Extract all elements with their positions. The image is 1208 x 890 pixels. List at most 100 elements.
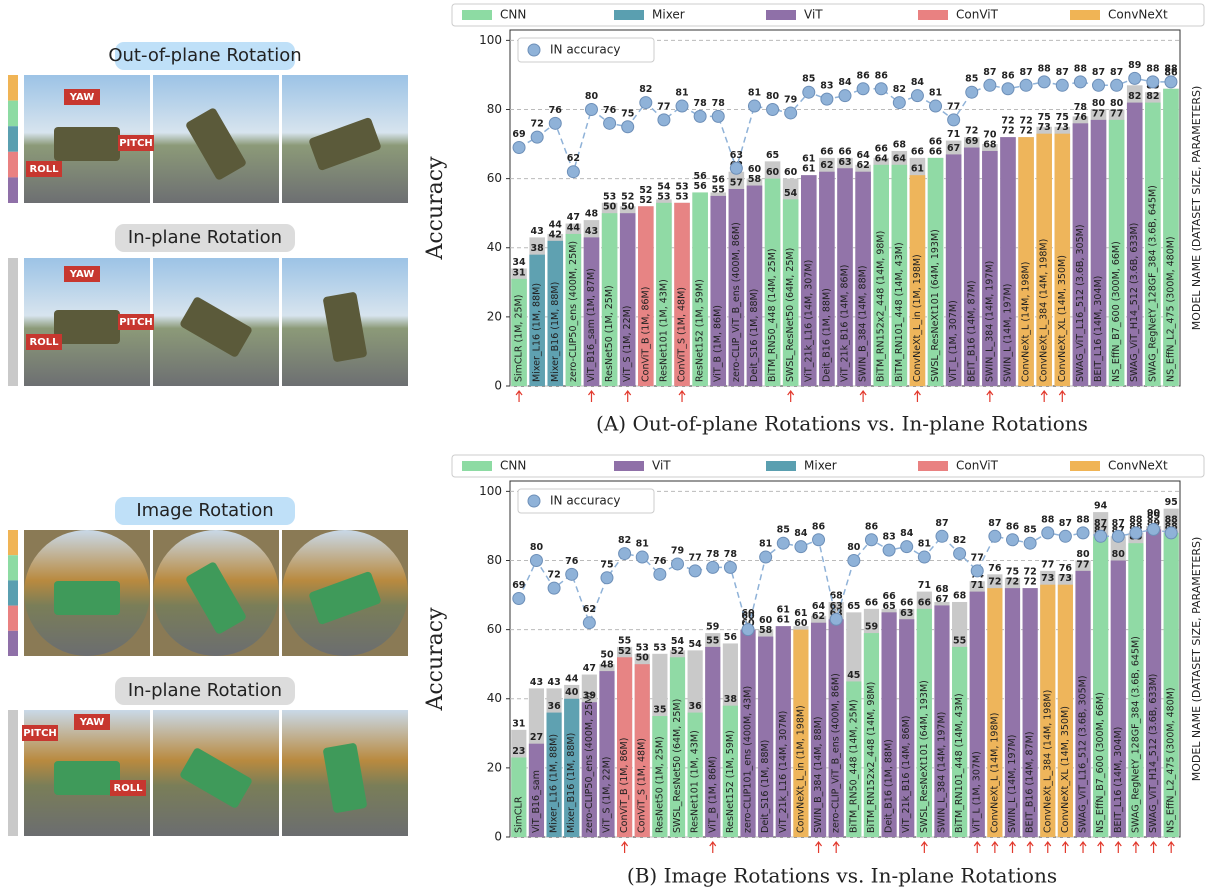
highlight-arrow — [1151, 842, 1157, 853]
value-label: 38 — [531, 243, 545, 254]
value-label: 52 — [618, 646, 631, 657]
in-accuracy-label: 85 — [1024, 525, 1037, 536]
value-label: 31 — [512, 267, 525, 278]
back-value-label: 48 — [585, 209, 599, 220]
axis-tag: PITCH — [23, 728, 57, 739]
in-accuracy-label: 85 — [777, 525, 790, 536]
in-accuracy-point — [911, 90, 923, 102]
x-tick-label: ViT_B (1M, 86M) — [713, 305, 724, 382]
highlight-arrow — [788, 391, 794, 402]
x-tick-label: ResNet101 (1M, 43M) — [658, 279, 669, 382]
legend-swatch — [462, 461, 492, 471]
y-tick-label: 20 — [487, 309, 502, 323]
in-accuracy-label: 81 — [929, 88, 942, 99]
in-accuracy-point — [966, 86, 978, 98]
in-accuracy-label: 88 — [1038, 63, 1052, 74]
x-tick-label: BEIT_B16 (14M, 87M) — [966, 280, 977, 382]
x-tick-label: ViT_21k_B16 (14M, 86M) — [901, 716, 912, 833]
legend-label: ViT — [804, 8, 823, 22]
back-value-label: 76 — [988, 563, 1002, 574]
panel-title: Image Rotation — [136, 500, 273, 521]
back-value-label: 65 — [766, 150, 779, 161]
value-label: 77 — [1076, 559, 1089, 570]
legend-label: CNN — [500, 8, 526, 22]
figure: Out-of-plane RotationYAWPITCHROLLIn-plan… — [0, 0, 1208, 890]
value-label: 61 — [911, 164, 924, 175]
strip-segment — [8, 555, 18, 580]
in-accuracy-point — [548, 582, 560, 594]
back-value-label: 68 — [953, 590, 967, 601]
x-tick-label: ConvNeXt_L_in (1M, 198M) — [912, 254, 923, 382]
axis-tag: YAW — [79, 717, 105, 728]
in-accuracy-point — [777, 537, 789, 549]
in-accuracy-point — [821, 93, 833, 105]
highlight-arrow — [914, 391, 920, 402]
value-label: 27 — [530, 732, 543, 743]
legend-swatch — [1070, 10, 1100, 20]
value-label: 73 — [1041, 573, 1054, 584]
in-accuracy-label: 69 — [512, 129, 525, 140]
in-accuracy-point — [795, 541, 807, 553]
value-label: 72 — [1019, 126, 1032, 137]
in-accuracy-label: 81 — [675, 88, 688, 99]
x-tick-label: ConViT_S (1M, 48M) — [637, 738, 648, 833]
in-accuracy-label: 88 — [1074, 63, 1088, 74]
back-value-label: 72 — [965, 126, 978, 137]
back-value-label: 54 — [689, 639, 703, 650]
y-tick-label: 80 — [487, 553, 502, 567]
x-tick-label: BEIT_L16 (14M, 304M) — [1093, 276, 1104, 382]
in-accuracy-point — [760, 551, 772, 563]
value-label: 62 — [812, 611, 825, 622]
x-tick-label: ViT_B (1M, 86M) — [707, 756, 718, 833]
back-value-label: 53 — [653, 642, 666, 653]
x-tick-label: SWAG_ViT_L16_512 (3.6B, 305M) — [1078, 675, 1089, 833]
in-accuracy-point — [604, 117, 616, 129]
y-tick-label: 0 — [494, 830, 502, 844]
in-accuracy-label: 82 — [893, 84, 906, 95]
in-accuracy-point — [658, 114, 670, 126]
value-label: 82 — [1128, 91, 1141, 102]
x-tick-label: ConViT_B (1M, 86M) — [640, 287, 651, 382]
x-tick-label: BiTM_RN101_448 (14M, 43M) — [894, 242, 905, 382]
in-accuracy-point — [893, 97, 905, 109]
in-accuracy-label: 76 — [653, 556, 667, 567]
in-accuracy-label: 80 — [847, 542, 861, 553]
in-accuracy-label: 78 — [724, 549, 738, 560]
in-accuracy-point — [1111, 79, 1123, 91]
in-accuracy-label: 87 — [1110, 67, 1123, 78]
in-accuracy-label: 88 — [1165, 514, 1179, 525]
highlight-arrow — [992, 842, 998, 853]
legend-label: ConViT — [956, 459, 999, 473]
in-accuracy-point — [1077, 527, 1089, 539]
in-accuracy-label: 80 — [530, 542, 544, 553]
back-value-label: 80 — [1110, 98, 1124, 109]
in-accuracy-label: 87 — [983, 67, 996, 78]
x-tick-label: ViT_L (1M, 307M) — [972, 751, 983, 833]
value-label: 77 — [1110, 108, 1123, 119]
in-accuracy-label: 88 — [1076, 514, 1090, 525]
y-tick-label: 20 — [487, 760, 502, 774]
in-accuracy-point — [803, 86, 815, 98]
back-value-label: 65 — [847, 601, 860, 612]
in-accuracy-label: 87 — [1094, 518, 1107, 529]
x-tick-label: SWSL_ResNet50 (64M, 25M) — [672, 699, 683, 833]
in-accuracy-point — [619, 548, 631, 560]
x-tick-label: BiTM_RN101_448 (14M, 43M) — [954, 693, 965, 833]
in-accuracy-label: 78 — [712, 98, 726, 109]
x-tick-label: Mixer_B16 (1M, 88M) — [566, 733, 577, 833]
vehicle — [54, 581, 120, 615]
in-accuracy-point — [848, 554, 860, 566]
value-label: 48 — [600, 660, 614, 671]
in-accuracy-label: 78 — [694, 98, 708, 109]
in-accuracy-point — [767, 103, 779, 115]
vehicle — [54, 310, 120, 344]
in-accuracy-label: 89 — [1128, 60, 1141, 71]
in-accuracy-label: 63 — [730, 150, 743, 161]
in-accuracy-label: 80 — [766, 91, 780, 102]
in-accuracy-label: 75 — [600, 559, 613, 570]
x-tick-label: SWIN_L (14M, 197M) — [1002, 284, 1013, 382]
in-accuracy-label: 72 — [547, 570, 560, 581]
line-legend-label: IN accuracy — [550, 494, 620, 508]
back-value-label: 66 — [838, 146, 852, 157]
strip-segment — [8, 631, 18, 656]
